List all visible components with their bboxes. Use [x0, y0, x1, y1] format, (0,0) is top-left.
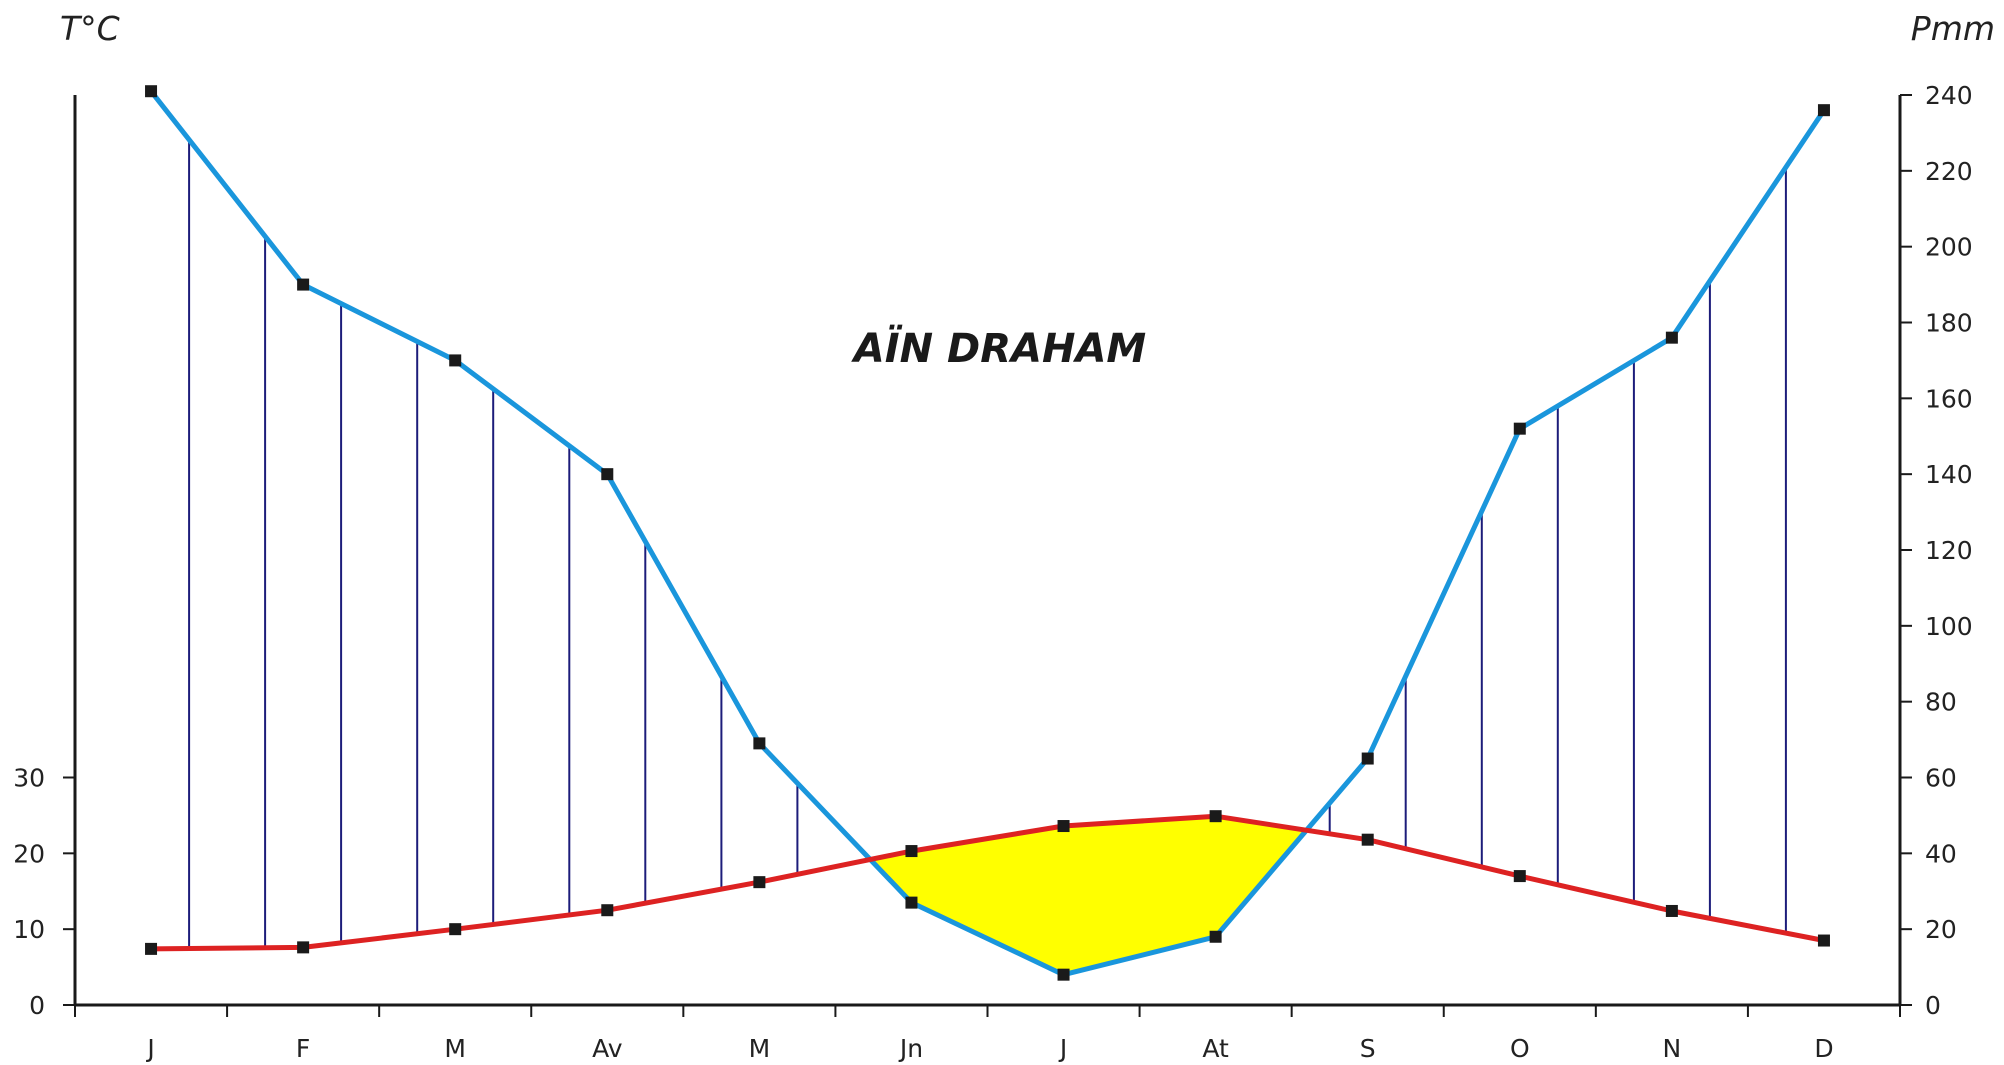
right-axis-label: Pmm — [1911, 9, 1995, 48]
temperature-line — [150, 813, 1825, 952]
precipitation-point — [753, 737, 766, 750]
precipitation-point — [1209, 930, 1222, 943]
left-axis-label: T°C — [60, 9, 120, 48]
left-tick-label: 0 — [29, 991, 45, 1020]
temperature-point — [753, 876, 766, 889]
right-tick-label: 200 — [1925, 233, 1973, 262]
temperature-point — [601, 904, 614, 917]
temperature-point — [449, 923, 462, 936]
right-tick-label: 100 — [1925, 612, 1973, 641]
markers-layer — [145, 85, 1830, 981]
precipitation-line — [149, 89, 1827, 978]
x-tick-label: Av — [592, 1034, 623, 1063]
axes-layer: 0 10 20 30 0 20 40 60 80 100 120 140 160 180 200 220 240… — [13, 81, 1973, 1063]
right-tick-label: 60 — [1925, 764, 1957, 793]
temperature-point — [905, 845, 918, 858]
precipitation-point — [1665, 331, 1678, 344]
right-tick-label: 20 — [1925, 915, 1957, 944]
temperature-point — [1361, 833, 1374, 846]
right-tick-label: 220 — [1925, 157, 1973, 186]
humid-hatch-layer — [188, 139, 1787, 949]
dry-period-layer — [870, 816, 1307, 975]
precipitation-point — [449, 354, 462, 367]
temperature-point — [1513, 870, 1526, 883]
x-tick-label: D — [1814, 1034, 1833, 1063]
left-tick-label: 20 — [13, 839, 45, 868]
temperature-point — [1057, 820, 1070, 833]
x-tick-label: M — [749, 1034, 771, 1063]
precipitation-point — [1817, 104, 1830, 117]
temperature-point — [145, 942, 158, 955]
right-tick-label: 180 — [1925, 309, 1973, 338]
temperature-point — [1209, 810, 1222, 823]
precipitation-point — [297, 278, 310, 291]
x-tick-label: J — [1058, 1034, 1067, 1063]
x-tick-label: N — [1663, 1034, 1682, 1063]
precipitation-point — [601, 468, 614, 481]
x-tick-label: O — [1510, 1034, 1530, 1063]
temperature-point — [1665, 904, 1678, 917]
right-tick-label: 160 — [1925, 384, 1973, 413]
precipitation-point — [1513, 422, 1526, 435]
chart-title: AÏN DRAHAM — [851, 324, 1146, 372]
right-tick-label: 140 — [1925, 460, 1973, 489]
series-lines-layer — [149, 89, 1827, 978]
right-tick-label: 40 — [1925, 839, 1957, 868]
x-tick-label: At — [1202, 1034, 1229, 1063]
precipitation-point — [145, 85, 158, 98]
x-tick-label: Jn — [898, 1034, 923, 1063]
dry-period-area — [870, 816, 1307, 975]
x-tick-label: S — [1360, 1034, 1376, 1063]
right-tick-label: 0 — [1925, 991, 1941, 1020]
x-tick-label: J — [145, 1034, 154, 1063]
left-tick-label: 10 — [13, 915, 45, 944]
right-tick-label: 240 — [1925, 81, 1973, 110]
x-tick-label: F — [296, 1034, 310, 1063]
right-tick-label: 80 — [1925, 688, 1957, 717]
left-tick-label: 30 — [13, 764, 45, 793]
temperature-point — [1817, 934, 1830, 947]
x-tick-label: M — [444, 1034, 466, 1063]
right-tick-label: 120 — [1925, 536, 1973, 565]
temperature-point — [297, 941, 310, 954]
precipitation-point — [1057, 968, 1070, 981]
precipitation-point — [1361, 752, 1374, 765]
precipitation-point — [905, 896, 918, 909]
